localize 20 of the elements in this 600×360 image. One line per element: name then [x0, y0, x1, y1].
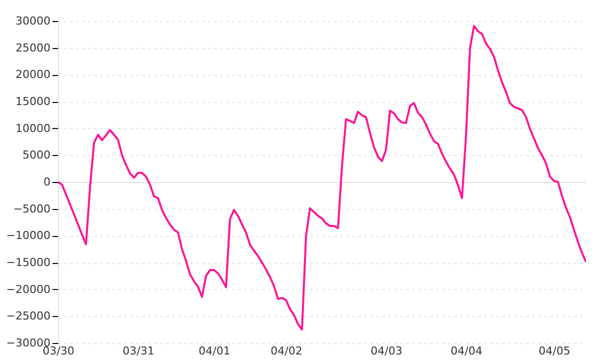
y-tick-label: 30000	[16, 14, 50, 28]
y-tick-label: 15000	[16, 95, 50, 108]
y-tick-label: −25000	[6, 310, 50, 323]
x-tick-label: 04/01	[198, 344, 230, 358]
y-tick-label: 20000	[16, 68, 50, 82]
y-tick-label: −10000	[6, 229, 50, 242]
x-tick-label: 04/02	[270, 344, 302, 358]
y-tick-label: 10000	[16, 122, 50, 135]
y-tick-label: 0	[44, 176, 50, 188]
y-tick-label: 25000	[16, 41, 50, 54]
y-tick-label: −15000	[6, 256, 50, 269]
y-tick-label: −20000	[6, 282, 50, 296]
x-tick-label: 04/05	[538, 344, 570, 358]
y-tick-label: 5000	[22, 148, 50, 162]
x-tick-label: 04/03	[370, 344, 402, 358]
x-tick-label: 03/31	[122, 344, 154, 358]
y-tick-label: −5000	[13, 202, 50, 216]
x-tick-label: 04/04	[450, 344, 482, 358]
x-tick-label: 03/30	[42, 344, 74, 358]
line-series	[58, 24, 586, 331]
